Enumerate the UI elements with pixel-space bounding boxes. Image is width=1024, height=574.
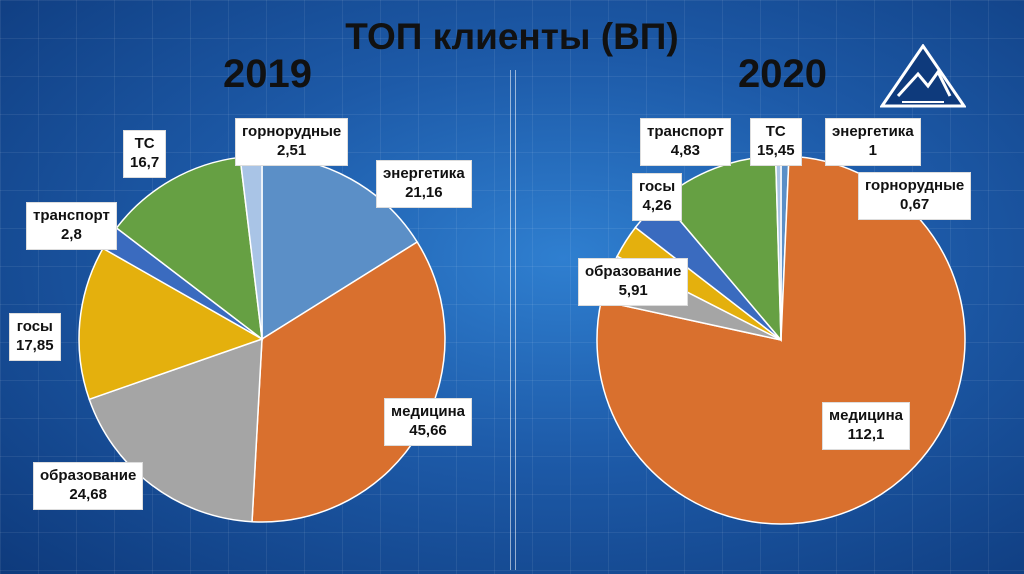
label-2019-education: образование 24,68: [33, 462, 144, 510]
label-2020-gov-value: 4,26: [642, 196, 672, 214]
logo-icon: [879, 43, 967, 108]
label-2019-ts-name: ТС: [134, 135, 155, 152]
label-2020-mining: горнорудные 0,67: [858, 172, 972, 220]
label-2019-transport-value: 2,8: [60, 225, 82, 243]
label-2020-mining-value: 0,67: [900, 195, 930, 213]
label-2020-medicine: медицина 112,1: [822, 402, 911, 450]
label-2019-energy-name: энергетика: [383, 165, 465, 182]
label-2019-ts: ТС 16,7: [123, 130, 167, 178]
label-2020-ts-name: ТС: [765, 123, 786, 140]
label-2019-ts-value: 16,7: [130, 153, 160, 171]
label-2019-medicine: медицина 45,66: [384, 398, 473, 446]
label-2019-mining-name: горнорудные: [242, 123, 342, 140]
slide-title: ТОП клиенты (ВП): [345, 16, 679, 57]
label-2020-education-name: образование: [585, 263, 682, 280]
label-2020-transport: транспорт 4,83: [640, 118, 731, 166]
label-2019-education-name: образование: [40, 467, 137, 484]
label-2019-transport-name: транспорт: [33, 207, 110, 224]
label-2019-gov-value: 17,85: [16, 336, 54, 354]
label-2020-education-value: 5,91: [618, 281, 648, 299]
year-2020-label: 2020: [738, 52, 827, 96]
label-2019-education-value: 24,68: [69, 485, 107, 503]
pie-slice-2019-gov: [78, 247, 264, 401]
label-2019-transport: транспорт 2,8: [26, 202, 117, 250]
label-2020-gov: госы 4,26: [632, 173, 683, 221]
label-2020-medicine-value: 112,1: [847, 425, 885, 443]
label-2020-transport-value: 4,83: [670, 141, 700, 159]
label-2020-ts-value: 15,45: [757, 141, 795, 159]
label-2020-medicine-name: медицина: [829, 407, 904, 424]
label-2019-gov-name: госы: [16, 318, 53, 335]
center-divider: [510, 70, 516, 570]
label-2019-energy: энергетика 21,16: [376, 160, 472, 208]
label-2020-energy: энергетика 1: [825, 118, 921, 166]
label-2019-mining-value: 2,51: [277, 141, 307, 159]
label-2020-education: образование 5,91: [578, 258, 689, 306]
label-2019-medicine-value: 45,66: [409, 421, 447, 439]
label-2019-mining: горнорудные 2,51: [235, 118, 349, 166]
label-2020-energy-value: 1: [868, 141, 877, 159]
label-2019-energy-value: 21,16: [405, 183, 443, 201]
label-2019-gov: госы 17,85: [9, 313, 61, 361]
year-2019-label: 2019: [223, 52, 312, 96]
company-logo: [879, 43, 967, 110]
label-2020-mining-name: горнорудные: [865, 177, 965, 194]
label-2020-energy-name: энергетика: [832, 123, 914, 140]
label-2019-medicine-name: медицина: [391, 403, 466, 420]
pie-slice-2019-ts: [115, 156, 263, 341]
label-2020-transport-name: транспорт: [647, 123, 724, 140]
label-2020-gov-name: госы: [639, 178, 676, 195]
label-2020-ts: ТС 15,45: [750, 118, 802, 166]
